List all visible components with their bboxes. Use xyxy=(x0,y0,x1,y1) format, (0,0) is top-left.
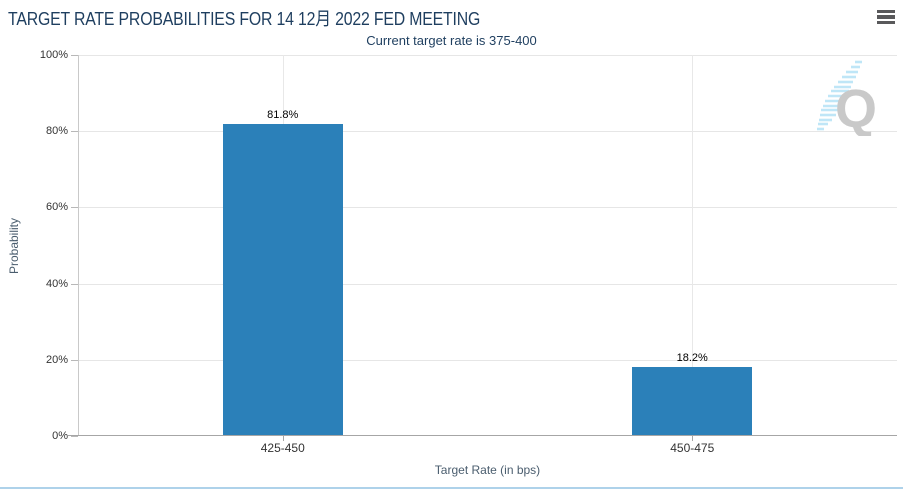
hamburger-bar xyxy=(877,20,895,24)
bar-group-450-475: 18.2% xyxy=(632,55,753,436)
category-label-450-475: 450-475 xyxy=(670,441,715,455)
y-tick xyxy=(71,131,78,133)
y-tick-label-60: 60% xyxy=(45,201,68,214)
bottom-accent-line xyxy=(0,487,903,489)
q-logo-watermark-icon: Q xyxy=(817,60,877,136)
x-tick-450-475 xyxy=(692,436,694,441)
gridline-60pct xyxy=(78,207,897,209)
gridline-20pct xyxy=(78,359,897,361)
y-axis-tick-labels: 100% 80% 60% 40% 20% 0% xyxy=(0,49,68,442)
gridline-100pct xyxy=(78,55,897,56)
bar-value-label: 81.8% xyxy=(267,109,299,122)
x-axis-title: Target Rate (in bps) xyxy=(434,463,541,477)
y-tick-label-0: 0% xyxy=(52,430,68,442)
bar-450-475[interactable] xyxy=(632,366,753,436)
y-tick xyxy=(71,359,78,361)
x-axis-line xyxy=(68,435,897,436)
y-tick-label-40: 40% xyxy=(45,277,68,290)
category-label-425-450: 425-450 xyxy=(260,441,305,455)
y-axis-line xyxy=(78,55,79,436)
y-tick xyxy=(71,283,78,285)
plot-area: Q 81.8% 18.2% xyxy=(68,55,897,441)
chart-subtitle: Current target rate is 375-400 xyxy=(366,33,537,48)
gridline-cat-2 xyxy=(692,55,694,436)
y-tick xyxy=(71,436,78,437)
bar-425-450[interactable] xyxy=(222,124,343,436)
hamburger-bar xyxy=(877,15,895,19)
x-axis-category-labels: 425-450 450-475 xyxy=(78,441,897,457)
hamburger-bar xyxy=(877,10,895,14)
x-tick-425-450 xyxy=(282,436,284,441)
y-tick-label-20: 20% xyxy=(45,353,68,366)
y-tick-label-80: 80% xyxy=(45,125,68,138)
gridline-80pct xyxy=(78,131,897,133)
bar-value-label: 18.2% xyxy=(676,351,708,364)
hamburger-menu-icon[interactable] xyxy=(877,10,895,24)
gridline-40pct xyxy=(78,283,897,285)
y-tick xyxy=(71,55,78,56)
bar-group-425-450: 81.8% xyxy=(222,55,343,436)
watermark-letter: Q xyxy=(835,79,877,136)
chart-title: TARGET RATE PROBABILITIES FOR 14 12月 202… xyxy=(8,9,481,29)
y-tick-label-100: 100% xyxy=(39,49,68,61)
y-tick xyxy=(71,207,78,209)
